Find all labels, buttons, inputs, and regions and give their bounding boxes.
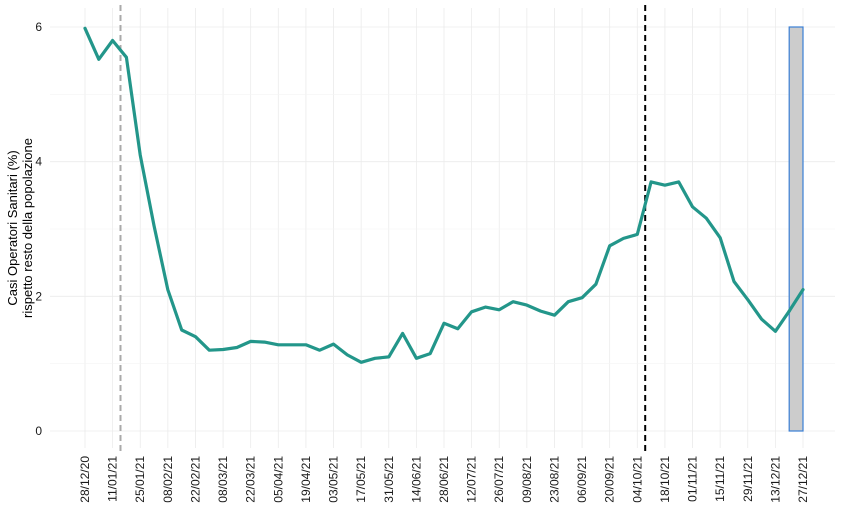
x-tick-label: 08/03/21 xyxy=(216,456,230,503)
x-tick-label: 17/05/21 xyxy=(354,456,368,503)
x-tick-label: 06/09/21 xyxy=(575,456,589,503)
x-tick-label: 12/07/21 xyxy=(465,456,479,503)
x-tick-label: 14/06/21 xyxy=(409,456,423,503)
x-tick-label: 26/07/21 xyxy=(492,456,506,503)
y-tick-label: 0 xyxy=(35,424,42,438)
x-tick-label: 28/06/21 xyxy=(437,456,451,503)
x-tick-label: 23/08/21 xyxy=(548,456,562,503)
x-tick-label: 29/11/21 xyxy=(741,456,755,502)
x-tick-label: 04/10/21 xyxy=(630,456,644,503)
highlight-rect xyxy=(788,26,804,432)
reference-lines xyxy=(119,5,647,452)
y-tick-label: 6 xyxy=(35,20,42,34)
x-tick-label: 05/04/21 xyxy=(271,456,285,503)
x-tick-label: 22/03/21 xyxy=(244,456,258,503)
y-tick-label: 2 xyxy=(35,289,42,303)
x-tick-label: 18/10/21 xyxy=(658,456,672,503)
y-tick-labels: 0 2 4 6 xyxy=(35,20,42,438)
highlight-layer xyxy=(788,26,804,432)
grid xyxy=(50,8,835,448)
series-layer xyxy=(83,26,805,364)
series-line-1 xyxy=(83,26,791,364)
x-tick-label: 27/12/21 xyxy=(796,456,810,503)
x-tick-label: 19/04/21 xyxy=(299,456,313,503)
x-tick-label: 28/12/20 xyxy=(78,456,92,503)
x-tick-label: 31/05/21 xyxy=(382,456,396,503)
x-tick-label: 20/09/21 xyxy=(603,456,617,503)
y-tick-label: 4 xyxy=(35,155,42,169)
x-tick-label: 01/11/21 xyxy=(686,456,700,502)
x-tick-label: 03/05/21 xyxy=(327,456,341,503)
x-tick-label: 13/12/21 xyxy=(768,456,782,503)
x-tick-label: 09/08/21 xyxy=(520,456,534,503)
x-tick-label: 25/01/21 xyxy=(133,456,147,503)
x-tick-label: 22/02/21 xyxy=(189,456,203,503)
x-tick-label: 08/02/21 xyxy=(161,456,175,503)
y-axis-title-line1: Casi Operatori Sanitari (%) xyxy=(5,150,20,305)
series-extension xyxy=(787,288,805,313)
x-tick-label: 11/01/21 xyxy=(106,456,120,502)
x-tick-label: 15/11/21 xyxy=(713,456,727,502)
x-tick-labels: 28/12/20 11/01/21 25/01/21 08/02/21 22/02/21… xyxy=(78,456,810,503)
y-axis-title-line2: rispetto resto della popolazione xyxy=(20,138,35,318)
